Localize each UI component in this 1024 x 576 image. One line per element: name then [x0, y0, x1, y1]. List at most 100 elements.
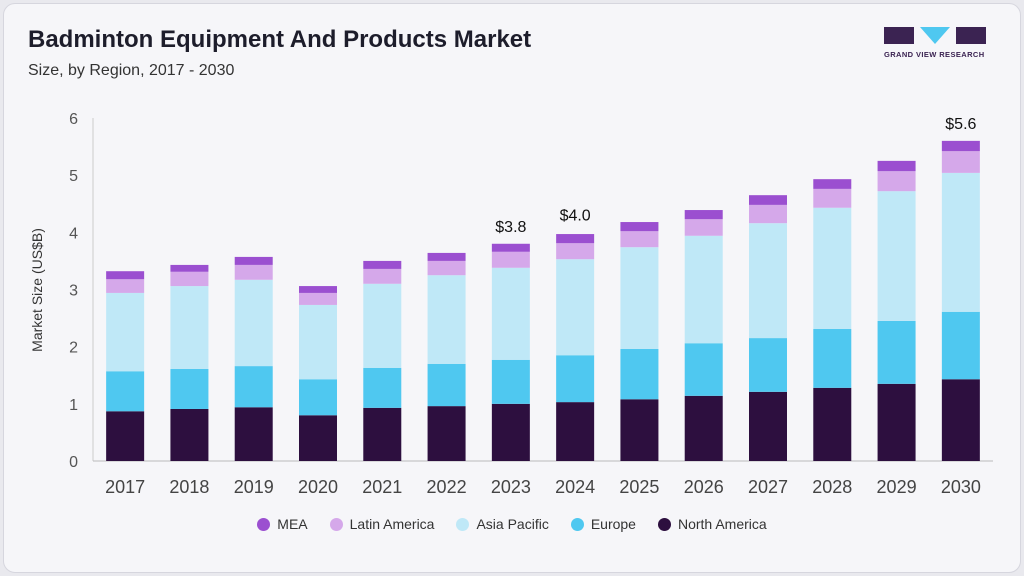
bar-segment-europe [749, 338, 787, 392]
y-tick-label: 1 [69, 397, 78, 414]
chart-title: Badminton Equipment And Products Market [28, 26, 532, 53]
x-tick-label: 2022 [427, 477, 467, 497]
bar-segment-north-america [813, 387, 852, 461]
bar-segment-asia-pacific [106, 292, 145, 372]
bar-segment-asia-pacific [491, 267, 530, 360]
bar-segment-north-america [749, 391, 787, 461]
bar-segment-north-america [877, 383, 916, 461]
legend-item: Latin America [329, 516, 435, 532]
legend-swatch [657, 517, 671, 531]
bar-segment-asia-pacific [234, 279, 273, 367]
legend-swatch [456, 517, 470, 531]
x-tick-label: 2030 [941, 477, 981, 497]
bar-segment-north-america [941, 379, 980, 461]
x-tick-label: 2027 [748, 477, 788, 497]
bar-segment-north-america [620, 399, 659, 461]
bar-segment-europe [234, 366, 273, 408]
bar-segment-north-america [684, 395, 723, 461]
y-tick-label: 6 [69, 111, 78, 128]
bar-segment-latin-america [813, 188, 852, 208]
bar-segment-latin-america [941, 151, 980, 173]
legend-item: Europe [570, 516, 636, 532]
bar-segment-latin-america [234, 264, 273, 280]
bar-segment-europe [620, 348, 659, 400]
y-tick-label: 5 [69, 168, 78, 185]
bar-segment-latin-america [684, 219, 723, 236]
x-tick-label: 2019 [234, 477, 274, 497]
bar-segment-mea [234, 256, 273, 265]
y-tick-label: 3 [69, 283, 78, 300]
legend-label: Latin America [349, 516, 435, 532]
bar-segment-mea [556, 234, 595, 244]
bar-segment-latin-america [427, 260, 466, 276]
data-label: $5.6 [945, 116, 976, 133]
bar-segment-europe [427, 363, 466, 407]
x-tick-label: 2020 [298, 477, 338, 497]
bar-segment-asia-pacific [749, 223, 787, 339]
bar-segment-latin-america [749, 204, 787, 224]
bar-segment-mea [749, 195, 787, 205]
bar-segment-mea [427, 252, 466, 261]
bar-segment-mea [363, 260, 402, 269]
bar-segment-mea [877, 160, 916, 172]
bar-segment-mea [684, 210, 723, 220]
grand-view-research-logo [884, 27, 986, 44]
bar-segment-asia-pacific [877, 191, 916, 321]
bar-segment-mea [299, 286, 337, 293]
logo-text: GRAND VIEW RESEARCH [884, 50, 985, 59]
bar-segment-europe [813, 328, 852, 388]
bar-segment-europe [363, 367, 402, 408]
bar-segment-asia-pacific [363, 283, 402, 368]
bar-segment-latin-america [106, 279, 145, 293]
x-tick-label: 2023 [491, 477, 531, 497]
bar-segment-latin-america [491, 251, 530, 268]
bar-segment-mea [491, 243, 530, 252]
legend-label: Asia Pacific [476, 516, 549, 532]
x-tick-label: 2029 [877, 477, 917, 497]
bar-segment-latin-america [363, 268, 402, 284]
bar-segment-asia-pacific [299, 304, 337, 380]
bar-segment-asia-pacific [684, 235, 723, 344]
bar-segment-mea [813, 179, 852, 189]
x-tick-label: 2021 [362, 477, 402, 497]
bar-segment-asia-pacific [427, 275, 466, 364]
bar-segment-asia-pacific [941, 172, 980, 312]
bar-segment-north-america [299, 415, 337, 461]
bar-segment-north-america [556, 402, 595, 461]
x-tick-label: 2017 [105, 477, 145, 497]
bar-segment-north-america [170, 408, 209, 461]
legend-label: North America [677, 516, 767, 532]
bar-segment-europe [106, 371, 145, 412]
bar-segment-europe [941, 311, 980, 380]
bar-segment-north-america [234, 407, 273, 461]
bar-segment-latin-america [556, 243, 595, 260]
legend-item: MEA [257, 516, 308, 532]
bar-segment-europe [491, 359, 530, 404]
bar-segment-europe [170, 368, 209, 409]
bar-segment-europe [299, 379, 337, 416]
x-tick-label: 2018 [169, 477, 209, 497]
bar-segment-north-america [106, 411, 145, 461]
legend-item: North America [657, 516, 767, 532]
bar-segment-latin-america [170, 271, 209, 287]
bar-segment-mea [620, 222, 659, 232]
bar-segment-asia-pacific [813, 207, 852, 329]
legend-label: Europe [590, 516, 636, 532]
bar-segment-mea [170, 264, 209, 272]
data-label: $4.0 [560, 207, 591, 224]
bar-segment-north-america [491, 403, 530, 461]
bar-segment-north-america [427, 406, 466, 461]
bar-segment-europe [556, 355, 595, 403]
bar-segment-latin-america [299, 292, 337, 305]
y-tick-label: 2 [69, 340, 78, 357]
y-tick-label: 4 [69, 225, 78, 242]
legend-swatch [329, 517, 343, 531]
x-tick-label: 2024 [555, 477, 595, 497]
legend-swatch [257, 517, 271, 531]
data-label: $3.8 [495, 219, 526, 236]
legend-item: Asia Pacific [456, 516, 549, 532]
bar-segment-asia-pacific [170, 286, 209, 369]
x-tick-label: 2026 [684, 477, 724, 497]
bar-segment-latin-america [620, 231, 659, 248]
bar-segment-mea [106, 271, 145, 280]
